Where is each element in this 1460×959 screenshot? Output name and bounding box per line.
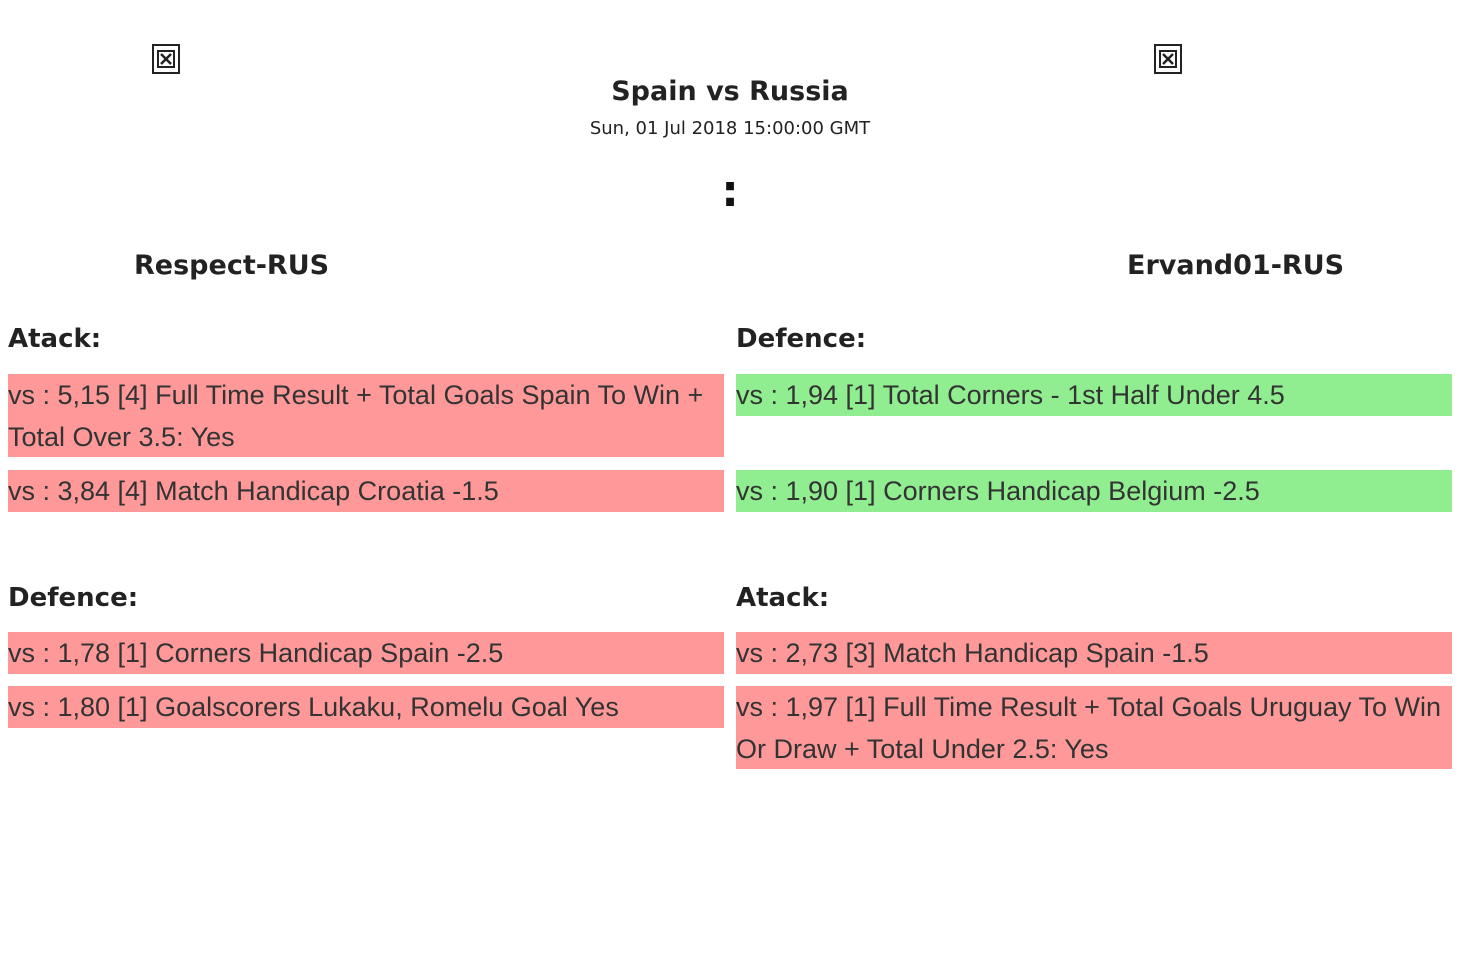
player-name-right: Ervand01-RUS bbox=[1127, 250, 1345, 281]
bet-row: vs : 1,78 [1] Corners Handicap Spain -2.… bbox=[8, 632, 724, 674]
player-name-left: Respect-RUS bbox=[134, 250, 330, 281]
bet-row: vs : 3,84 [4] Match Handicap Croatia -1.… bbox=[8, 470, 724, 512]
section-label-right-top: Defence: bbox=[736, 324, 867, 354]
bet-row: vs : 5,15 [4] Full Time Result + Total G… bbox=[8, 374, 724, 457]
match-title: Spain vs Russia bbox=[611, 76, 849, 107]
section-label-left-top: Atack: bbox=[8, 324, 102, 354]
broken-image-icon bbox=[152, 44, 180, 74]
bet-row: vs : 2,73 [3] Match Handicap Spain -1.5 bbox=[736, 632, 1452, 674]
match-date: Sun, 01 Jul 2018 15:00:00 GMT bbox=[589, 118, 871, 139]
match-score: : bbox=[721, 166, 739, 217]
broken-image-icon bbox=[1154, 44, 1182, 74]
bet-row: vs : 1,90 [1] Corners Handicap Belgium -… bbox=[736, 470, 1452, 512]
bet-row: vs : 1,94 [1] Total Corners - 1st Half U… bbox=[736, 374, 1452, 416]
section-label-right-bottom: Atack: bbox=[736, 583, 830, 613]
section-label-left-bottom: Defence: bbox=[8, 583, 139, 613]
bet-row: vs : 1,80 [1] Goalscorers Lukaku, Romelu… bbox=[8, 686, 724, 728]
bet-row: vs : 1,97 [1] Full Time Result + Total G… bbox=[736, 686, 1452, 769]
